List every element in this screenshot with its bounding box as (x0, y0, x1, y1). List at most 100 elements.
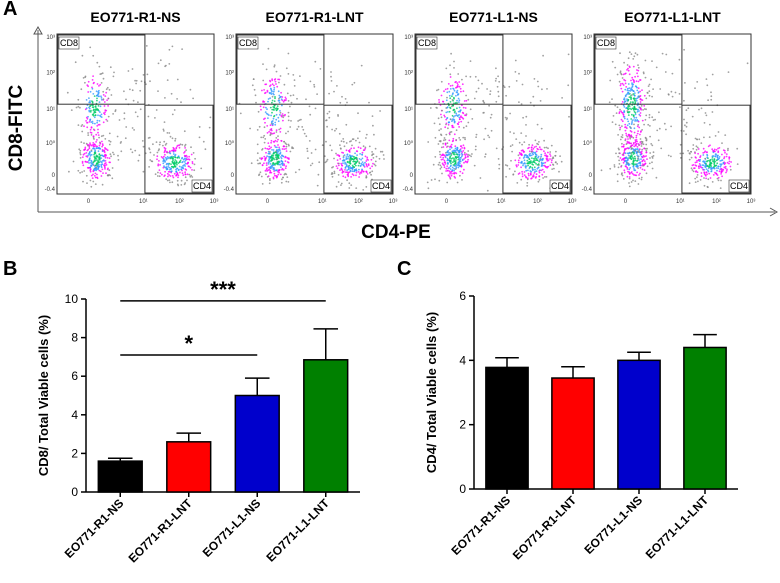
flow-plot-frame (235, 33, 394, 195)
cd4-y-tick-label: 6 (459, 289, 466, 303)
y-tick-label: -0.4 (224, 187, 235, 193)
cd4-bar-1 (485, 366, 529, 490)
flow-plot-3: EO771-L1-NS CD8 CD4 10³ 10² 10¹ 10⁰ 0 -0.4 0 10¹ 10… (403, 9, 577, 205)
cd8-gate-label-box (58, 36, 80, 50)
cd8-bar-3 (234, 394, 280, 493)
cd4-gate-label-box (728, 179, 750, 193)
x-tick-label: 10¹ (318, 199, 327, 205)
cd4-category-label: EO771-L1-NS (581, 493, 645, 557)
x-tick-label: 10² (533, 199, 542, 205)
x-tick-label: 10² (712, 199, 721, 205)
cd8-category-label: EO771-R1-NS (62, 496, 127, 561)
y-tick-label: 10³ (583, 35, 592, 41)
y-tick-label: -0.4 (582, 187, 593, 193)
panel-b-letter: B (3, 258, 18, 280)
cd4-gate (681, 104, 751, 194)
x-tick-label: 10³ (568, 199, 577, 205)
cd8-gate-label: CD8 (418, 38, 436, 48)
cd8-gate-label: CD8 (239, 38, 257, 48)
x-tick-label: 10³ (747, 199, 756, 205)
cd8-bar-1 (97, 460, 143, 493)
cd8-bar-chart: 0 2 4 6 8 10 CD8/ Total Viable cells (%) EO771-… (36, 277, 360, 566)
cd8-gate-label: CD8 (597, 38, 615, 48)
y-tick-label: 10⁰ (225, 140, 235, 147)
flow-plot-frame (414, 33, 573, 195)
sample-title: EO771-L1-NS (449, 9, 538, 25)
panel-a-letter: A (3, 0, 18, 20)
flow-x-arrow (769, 207, 779, 217)
y-tick-label: 10³ (46, 35, 55, 41)
flow-y-axis-title: CD8-FITC (6, 84, 27, 171)
y-tick-label: 10² (225, 70, 234, 76)
y-tick-label: 10² (46, 70, 55, 76)
cd8-significance-label: *** (210, 277, 236, 302)
cd4-gate-label: CD4 (372, 181, 390, 191)
cd8-gate-label-box (595, 36, 617, 50)
flow-y-arrow (33, 25, 43, 35)
cd8-y-tick-label: 10 (65, 292, 79, 306)
cd8-bar-4 (303, 359, 349, 493)
cd4-gate-label-box (191, 179, 213, 193)
cd4-bar-2 (551, 377, 595, 490)
y-tick-label: 10³ (404, 35, 413, 41)
x-tick-label: 10¹ (676, 199, 685, 205)
cd4-category-label: EO771-R1-LNT (510, 493, 580, 563)
cd8-gate (57, 34, 146, 105)
flow-cytometry-panel: CD8-FITC CD4-PE EO771-R1-NS CD8 CD4 10³ 10² 1… (6, 9, 779, 243)
cd8-gate (415, 34, 504, 105)
cd8-y-tick-label: 0 (71, 485, 78, 499)
cd4-gate-label: CD4 (551, 181, 569, 191)
y-tick-label: -0.4 (45, 187, 56, 193)
sample-title: EO771-L1-LNT (624, 9, 721, 25)
y-tick-label: 10² (583, 70, 592, 76)
cd4-category-label: EO771-L1-LNT (643, 493, 712, 562)
x-tick-label: 0 (266, 199, 270, 205)
y-tick-label: 10³ (225, 35, 234, 41)
x-tick-label: 10¹ (139, 199, 148, 205)
cd4-y-tick-label: 0 (459, 482, 466, 496)
cd8-gate (594, 34, 683, 105)
y-tick-label: 0 (231, 173, 235, 179)
cd4-category-label: EO771-R1-NS (449, 493, 514, 558)
cd8-y-tick-label: 2 (71, 446, 78, 460)
y-tick-label: 10⁰ (583, 140, 593, 147)
x-tick-label: 0 (87, 199, 91, 205)
y-tick-label: 10¹ (225, 107, 234, 113)
cd8-category-label: EO771-L1-LNT (264, 496, 333, 565)
cd4-gate (144, 104, 214, 194)
y-tick-label: 0 (589, 173, 593, 179)
cd4-gate-label: CD4 (193, 181, 211, 191)
cd4-gate (502, 104, 572, 194)
flow-plot-frame (56, 33, 215, 195)
cd4-gate (323, 104, 393, 194)
y-tick-label: 10¹ (583, 107, 592, 113)
x-tick-label: 10³ (389, 199, 398, 205)
cd8-gate-label-box (416, 36, 438, 50)
cd8-category-label: EO771-R1-LNT (126, 496, 196, 566)
x-tick-label: 10³ (210, 199, 219, 205)
cd8-gate-label: CD8 (60, 38, 78, 48)
y-tick-label: 10⁰ (46, 140, 56, 147)
cd4-bar-3 (617, 359, 661, 490)
flow-plot-4: EO771-L1-LNT CD8 CD4 10³ 10² 10¹ 10⁰ 0 -0.4 0 10¹ 1… (582, 9, 756, 205)
cd8-gate-label-box (237, 36, 259, 50)
x-tick-label: 10² (175, 199, 184, 205)
y-tick-label: -0.4 (403, 187, 414, 193)
y-tick-label: 0 (410, 173, 414, 179)
flow-events (66, 45, 212, 188)
x-tick-label: 0 (445, 199, 449, 205)
cd4-y-tick-label: 4 (459, 353, 466, 367)
cd4-gate-label-box (549, 179, 571, 193)
sample-title: EO771-R1-LNT (265, 9, 363, 25)
flow-x-axis-title: CD4-PE (361, 222, 431, 243)
flow-events (600, 48, 749, 190)
cd4-bar-4 (683, 346, 727, 490)
cd4-y-axis-label: CD4/ Total Viable cells (%) (424, 312, 439, 473)
panel-c-letter: C (397, 258, 412, 280)
cd4-y-tick-label: 2 (459, 418, 466, 432)
cd8-y-axis-label: CD8/ Total Viable cells (%) (36, 315, 51, 476)
cd8-category-label: EO771-L1-NS (200, 496, 264, 560)
x-tick-label: 10² (354, 199, 363, 205)
flow-events (426, 52, 570, 192)
y-tick-label: 10² (404, 70, 413, 76)
